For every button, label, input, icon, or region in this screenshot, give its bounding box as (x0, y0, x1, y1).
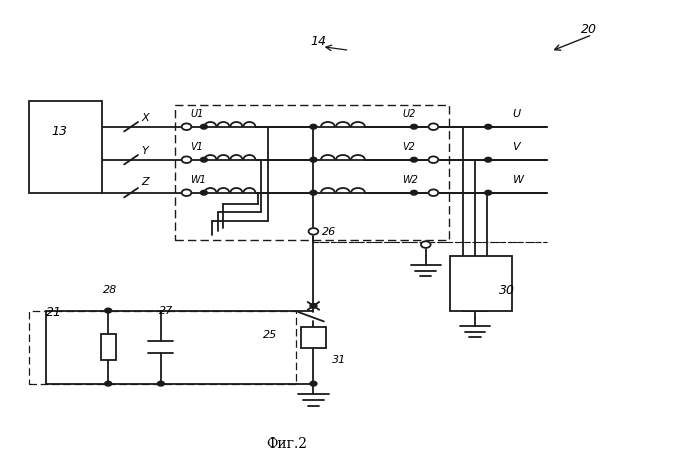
Text: 30: 30 (498, 283, 514, 296)
Circle shape (157, 381, 164, 386)
Circle shape (182, 157, 192, 164)
Bar (301, 327, 326, 348)
Circle shape (410, 158, 417, 163)
Text: V: V (512, 141, 520, 151)
Text: W2: W2 (402, 175, 418, 185)
Bar (175, 106, 449, 240)
Circle shape (484, 191, 491, 196)
Circle shape (428, 157, 438, 164)
Circle shape (428, 190, 438, 197)
Text: U2: U2 (402, 109, 416, 119)
Text: U1: U1 (190, 109, 203, 119)
Circle shape (105, 308, 112, 313)
Text: Z: Z (141, 177, 149, 187)
Circle shape (310, 191, 317, 196)
Circle shape (310, 381, 317, 386)
Text: X: X (141, 112, 149, 122)
Text: U: U (512, 109, 521, 119)
Circle shape (421, 242, 431, 248)
Circle shape (310, 158, 317, 163)
Circle shape (308, 228, 318, 235)
Text: 25: 25 (263, 329, 277, 339)
Text: 28: 28 (103, 284, 117, 294)
Circle shape (201, 125, 208, 130)
Text: 31: 31 (332, 355, 347, 365)
Circle shape (182, 124, 192, 131)
Text: W: W (512, 175, 524, 185)
Bar (101, 335, 116, 360)
Circle shape (201, 191, 208, 196)
Circle shape (105, 381, 112, 386)
Text: 27: 27 (159, 305, 173, 315)
Bar (450, 257, 512, 311)
Circle shape (484, 125, 491, 130)
Text: V1: V1 (190, 142, 203, 152)
Text: 13: 13 (52, 125, 68, 138)
Text: W1: W1 (190, 175, 206, 185)
Text: 26: 26 (322, 227, 336, 237)
Circle shape (310, 125, 317, 130)
Circle shape (310, 304, 317, 308)
Circle shape (182, 190, 192, 197)
Bar (29, 311, 296, 384)
Circle shape (484, 158, 491, 163)
Bar (29, 101, 102, 193)
Text: Y: Y (141, 145, 148, 155)
Text: 21: 21 (45, 306, 62, 318)
Circle shape (428, 124, 438, 131)
Text: Фиг.2: Фиг.2 (266, 436, 308, 450)
Text: 14: 14 (310, 35, 326, 48)
Text: 20: 20 (581, 23, 597, 36)
Circle shape (410, 125, 417, 130)
Circle shape (201, 158, 208, 163)
Circle shape (410, 191, 417, 196)
Text: V2: V2 (402, 142, 415, 152)
